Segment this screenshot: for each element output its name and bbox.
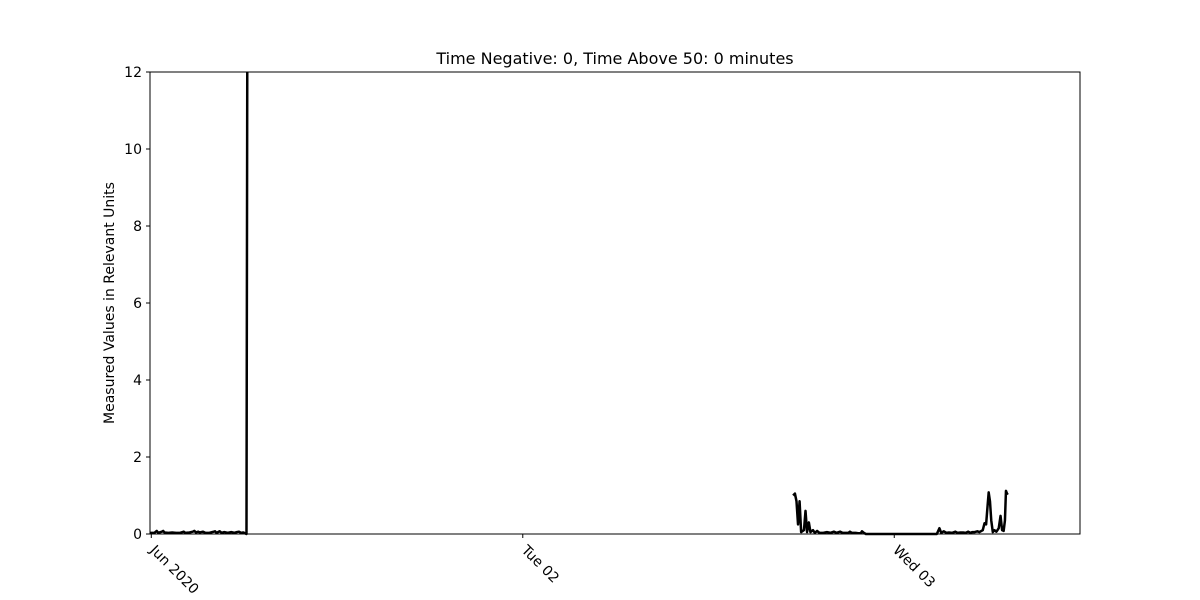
series-line-segment — [150, 71, 249, 536]
y-tick-label: 12 — [124, 65, 142, 81]
chart-title: Time Negative: 0, Time Above 50: 0 minut… — [435, 49, 793, 68]
y-tick-label: 2 — [133, 450, 142, 466]
x-tick-label: Tue 02 — [517, 542, 562, 587]
x-axis: Jun 2020 Tue 02 Wed 03 — [146, 534, 938, 598]
y-tick-label: 4 — [133, 373, 142, 389]
y-tick-label: 10 — [124, 142, 142, 158]
plot-area — [150, 71, 1009, 536]
series-line-segment — [792, 489, 1009, 536]
y-axis: 0 2 4 6 8 10 12 — [124, 65, 150, 543]
x-tick-label: Wed 03 — [889, 543, 938, 592]
x-tick-label: Jun 2020 — [146, 542, 202, 598]
y-axis-label: Measured Values in Relevant Units — [102, 182, 118, 424]
y-tick-label: 0 — [133, 527, 142, 543]
plot-frame — [149, 71, 1081, 535]
y-tick-label: 8 — [133, 219, 142, 235]
y-tick-label: 6 — [133, 296, 142, 312]
